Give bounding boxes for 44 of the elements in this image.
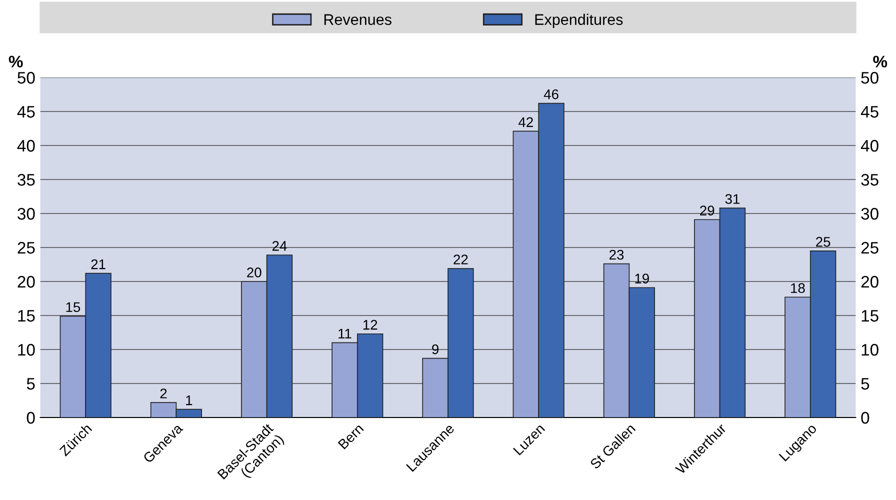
y-tick-label: 5 [26,378,35,390]
y2-tick-label: 5 [861,378,870,390]
data-label: 19 [635,274,649,284]
data-label: 24 [272,241,287,251]
y2-tick-label: 0 [861,412,870,424]
y-tick-label: 20 [18,276,35,288]
y2-tick-label: 30 [861,208,878,220]
legend-label: Expenditures [535,14,623,28]
data-label: 46 [544,89,558,100]
data-label: 1 [186,396,192,406]
y2-axis-title: % [873,56,888,68]
data-label: 9 [432,344,439,354]
data-label: 20 [247,268,262,278]
y2-tick-label: 20 [861,276,878,288]
y2-tick-label: 50 [861,72,878,84]
data-label: 31 [725,194,740,204]
y-tick-label: 15 [18,310,35,322]
data-label: 12 [363,320,378,330]
data-label: 18 [791,283,805,294]
data-label: 23 [609,250,624,260]
y-tick-label: 50 [18,72,35,84]
data-label: 29 [700,206,714,216]
y2-tick-label: 10 [862,344,878,356]
y2-tick-label: 35 [861,174,878,186]
data-label: 11 [338,328,352,338]
data-label: 25 [816,236,830,247]
y2-tick-label: 40 [860,140,878,152]
data-label: 21 [91,259,106,270]
y-tick-label: 35 [18,174,35,186]
y-tick-label: 45 [17,106,35,118]
legend-label: Revenues [324,14,392,25]
y2-tick-label: 15 [862,310,878,322]
y2-tick-label: 25 [861,242,878,254]
data-label: 2 [160,388,167,398]
data-label: 15 [66,302,80,312]
y-tick-label: 0 [26,412,35,424]
y-tick-label: 25 [18,242,35,254]
y2-tick-label: 45 [860,106,878,118]
y-tick-label: 10 [18,344,35,356]
y-tick-label: 40 [17,140,35,152]
y-tick-label: 30 [18,208,35,220]
data-label: 42 [518,117,533,127]
data-label: 22 [454,254,468,264]
y-axis-title: % [8,56,23,68]
